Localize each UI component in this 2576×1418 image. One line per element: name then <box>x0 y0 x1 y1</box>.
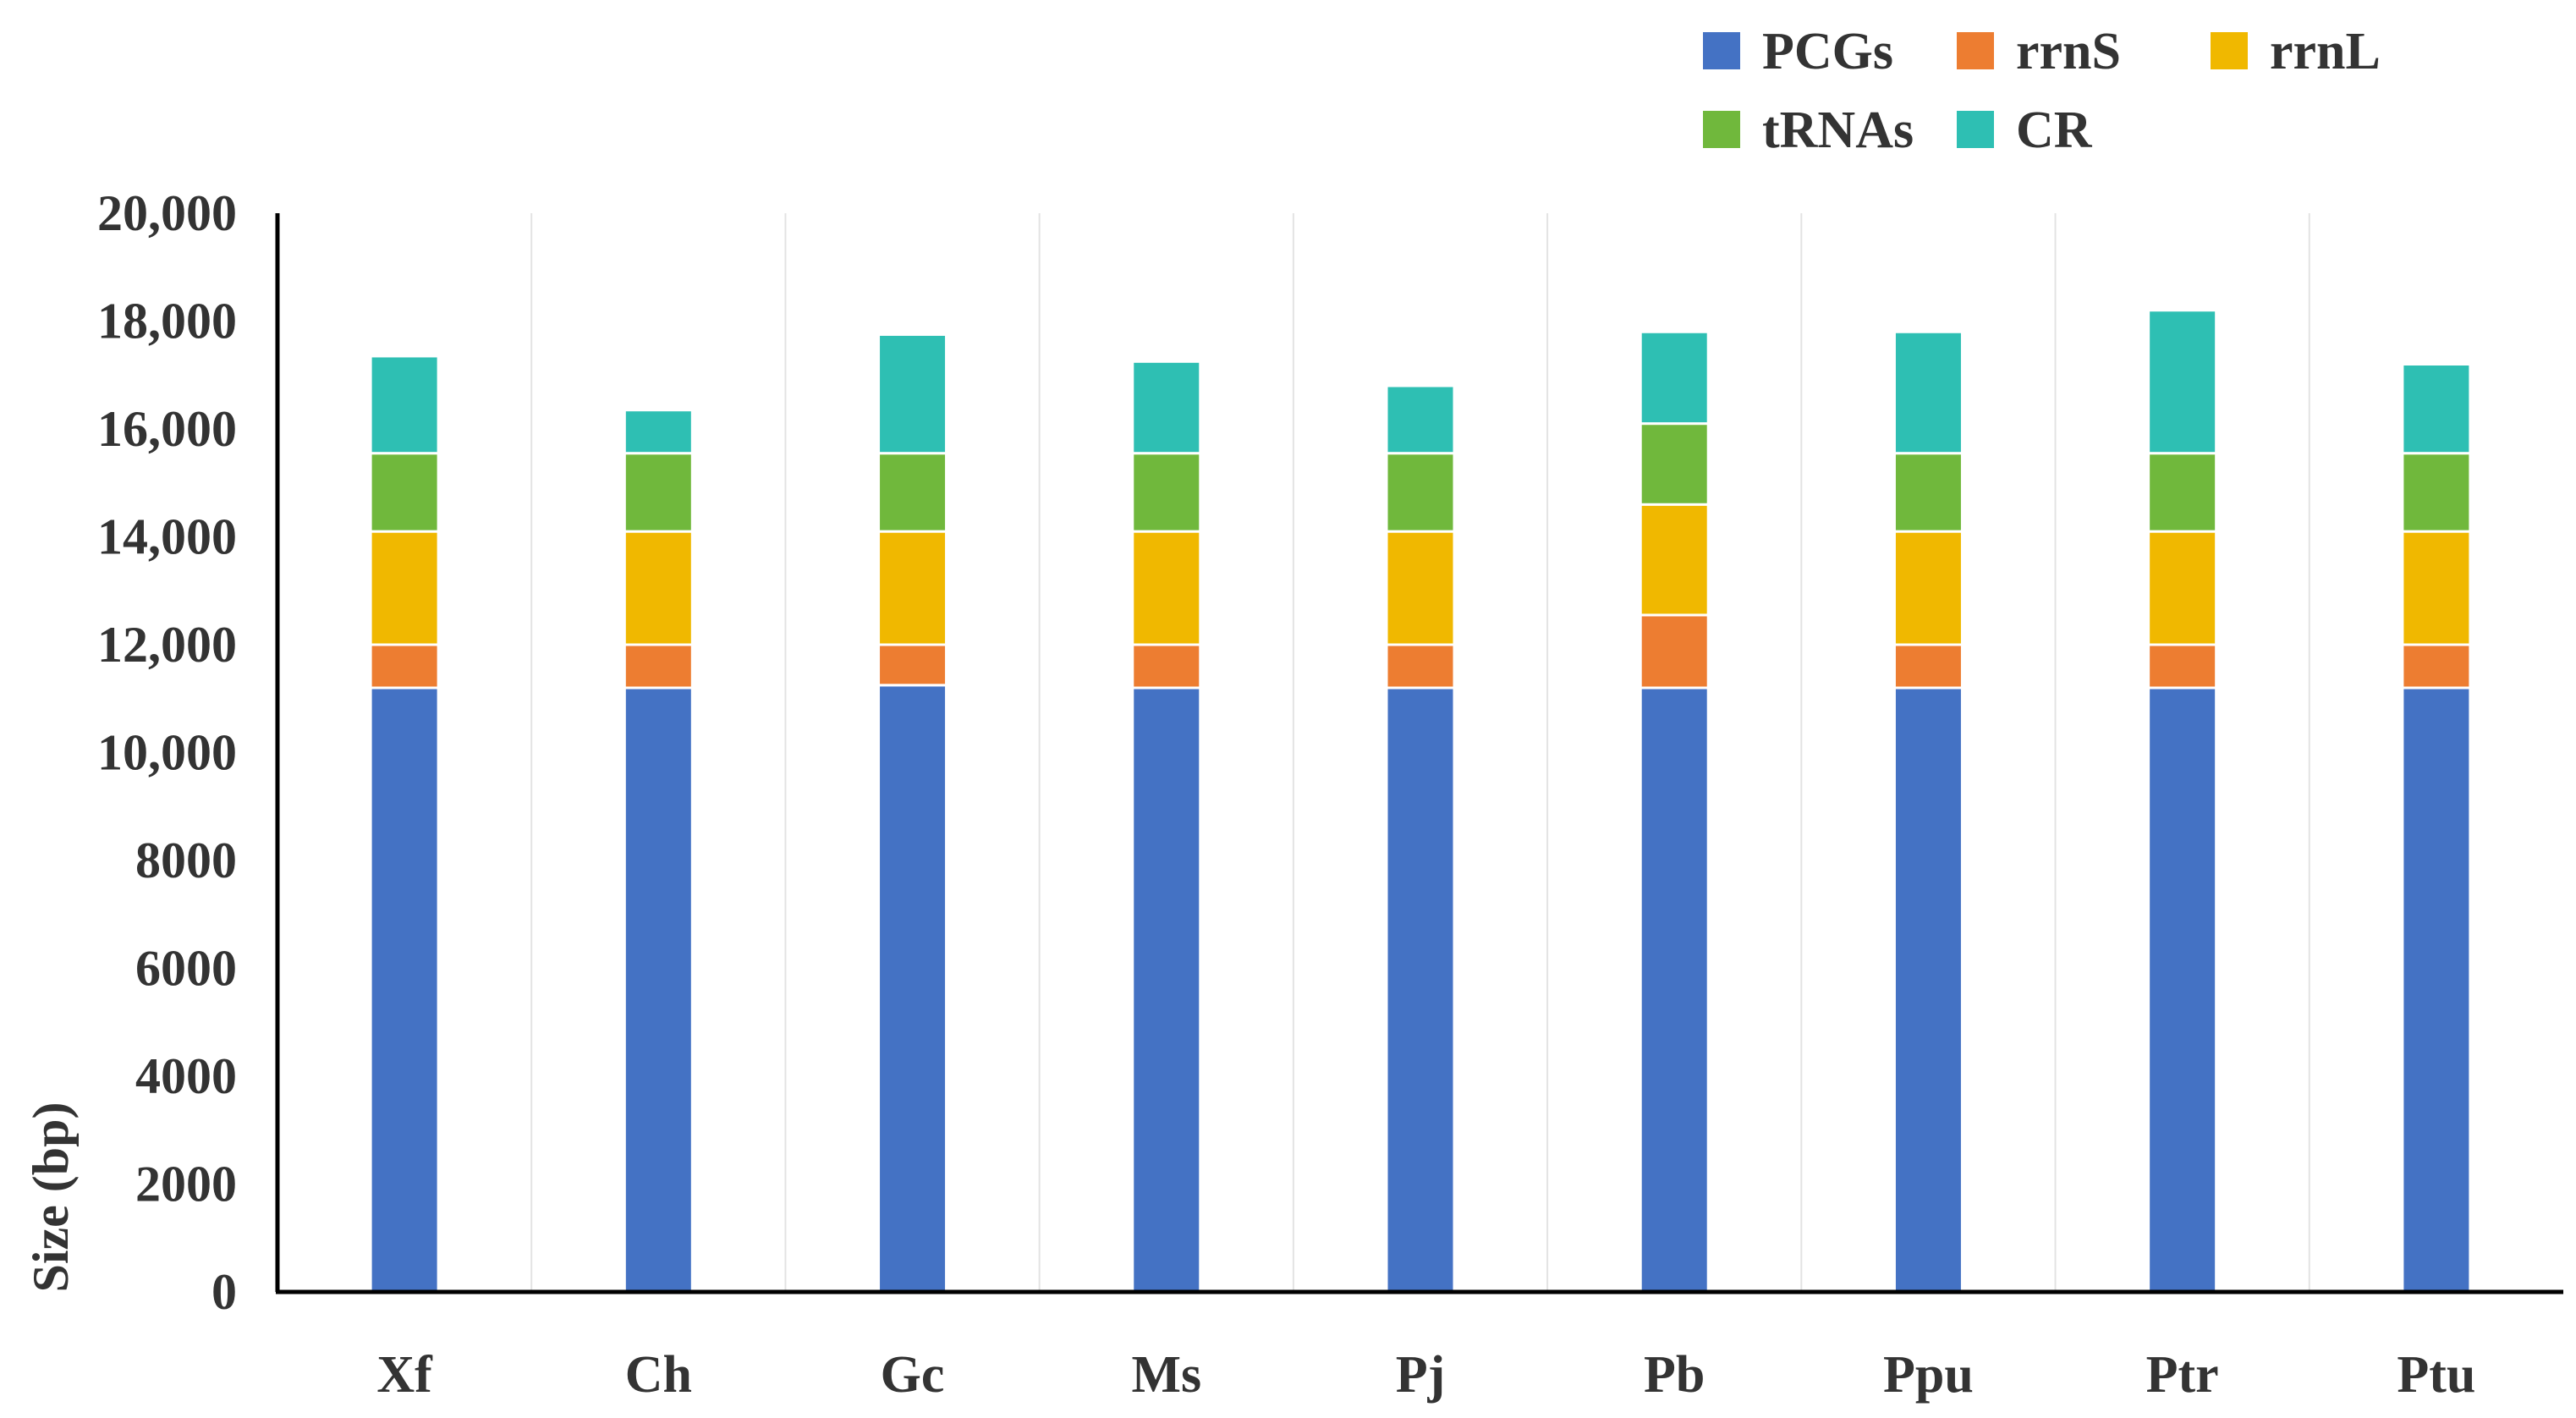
x-category-label: Ptr <box>2146 1346 2219 1404</box>
bar-rrnl-ppu <box>1892 530 1964 646</box>
legend-label-cr: CR <box>2016 102 2093 159</box>
bar-rrnl-ms <box>1131 530 1202 646</box>
bar-trnas-ppu <box>1892 452 1964 533</box>
bar-rrnl-xf <box>369 530 440 646</box>
legend: PCGs rrnS rrnL tRNAs CR <box>1703 23 2381 159</box>
bar-rrns-gc <box>877 643 948 687</box>
bar-trnas-ms <box>1131 452 1202 533</box>
bar-segments <box>369 309 2472 1294</box>
x-category-label: Ptu <box>2397 1346 2475 1404</box>
bar-rrnl-pj <box>1385 530 1456 646</box>
y-axis-title: Size (bp) <box>23 1102 79 1293</box>
legend-label-trnas: tRNAs <box>1762 102 1914 159</box>
y-tick-label: 2000 <box>135 1157 237 1212</box>
legend-swatch-rrns <box>1957 32 1994 69</box>
bar-trnas-ch <box>623 452 694 533</box>
bar-rrns-ch <box>623 643 694 690</box>
bar-rrnl-pb <box>1639 503 1710 617</box>
y-tick-labels: 0 2000 4000 6000 8000 10,000 12,000 14,000 16,00… <box>97 185 237 1320</box>
x-category-label: Ch <box>625 1346 692 1404</box>
bar-cr-pb <box>1639 330 1710 426</box>
y-tick-label: 14,000 <box>97 509 237 565</box>
bar-rrns-pb <box>1639 613 1710 690</box>
bar-pcgs-ptu <box>2401 686 2472 1294</box>
bar-rrnl-ptr <box>2147 530 2218 646</box>
legend-swatch-pcgs <box>1703 32 1740 69</box>
y-tick-label: 6000 <box>135 941 237 997</box>
x-category-label: Pb <box>1644 1346 1705 1404</box>
x-category-labels: Xf Ch Gc Ms Pj Pb Ppu Ptr Ptu <box>376 1346 2475 1404</box>
bar-rrns-ptr <box>2147 643 2218 690</box>
bar-pcgs-ptr <box>2147 686 2218 1294</box>
bar-cr-ms <box>1131 360 1202 455</box>
bar-cr-ptr <box>2147 309 2218 455</box>
legend-swatch-rrnl <box>2211 32 2248 69</box>
x-category-label: Pj <box>1396 1346 1446 1404</box>
bar-trnas-xf <box>369 452 440 533</box>
grid-lines <box>530 213 2310 1292</box>
y-tick-label: 16,000 <box>97 401 237 457</box>
x-category-label: Gc <box>881 1346 945 1404</box>
y-tick-label: 18,000 <box>97 294 237 349</box>
bar-pcgs-ch <box>623 686 694 1294</box>
bar-pcgs-gc <box>877 684 948 1294</box>
bar-rrns-ppu <box>1892 643 1964 690</box>
y-tick-label: 12,000 <box>97 617 237 673</box>
bar-pcgs-ppu <box>1892 686 1964 1294</box>
bar-pcgs-xf <box>369 686 440 1294</box>
bar-rrns-ms <box>1131 643 1202 690</box>
bar-trnas-pb <box>1639 422 1710 506</box>
legend-label-rrnl: rrnL <box>2270 23 2381 80</box>
bar-cr-pj <box>1385 384 1456 455</box>
legend-swatch-trnas <box>1703 111 1740 148</box>
bar-rrnl-ch <box>623 530 694 646</box>
bar-trnas-ptu <box>2401 452 2472 533</box>
bar-trnas-ptr <box>2147 452 2218 533</box>
bar-cr-ptu <box>2401 363 2472 455</box>
y-tick-label: 10,000 <box>97 725 237 781</box>
bar-rrnl-gc <box>877 530 948 646</box>
y-tick-label: 20,000 <box>97 185 237 241</box>
x-category-label: Ms <box>1131 1346 1201 1404</box>
bar-pcgs-pb <box>1639 686 1710 1294</box>
bar-cr-ch <box>623 409 694 455</box>
bar-cr-ppu <box>1892 330 1964 455</box>
bar-rrns-pj <box>1385 643 1456 690</box>
legend-swatch-cr <box>1957 111 1994 148</box>
bar-rrns-ptu <box>2401 643 2472 690</box>
x-category-label: Ppu <box>1883 1346 1974 1404</box>
x-category-label: Xf <box>376 1346 433 1404</box>
bar-trnas-pj <box>1385 452 1456 533</box>
legend-label-rrns: rrnS <box>2016 23 2121 80</box>
y-tick-label: 4000 <box>135 1048 237 1104</box>
bar-rrnl-ptu <box>2401 530 2472 646</box>
bar-cr-xf <box>369 354 440 455</box>
bar-cr-gc <box>877 333 948 455</box>
bar-trnas-gc <box>877 452 948 533</box>
bar-pcgs-pj <box>1385 686 1456 1294</box>
axes <box>275 213 2563 1294</box>
bar-rrns-xf <box>369 643 440 690</box>
y-tick-label: 0 <box>211 1264 237 1320</box>
bar-pcgs-ms <box>1131 686 1202 1294</box>
y-tick-label: 8000 <box>135 833 237 888</box>
legend-label-pcgs: PCGs <box>1762 23 1893 80</box>
